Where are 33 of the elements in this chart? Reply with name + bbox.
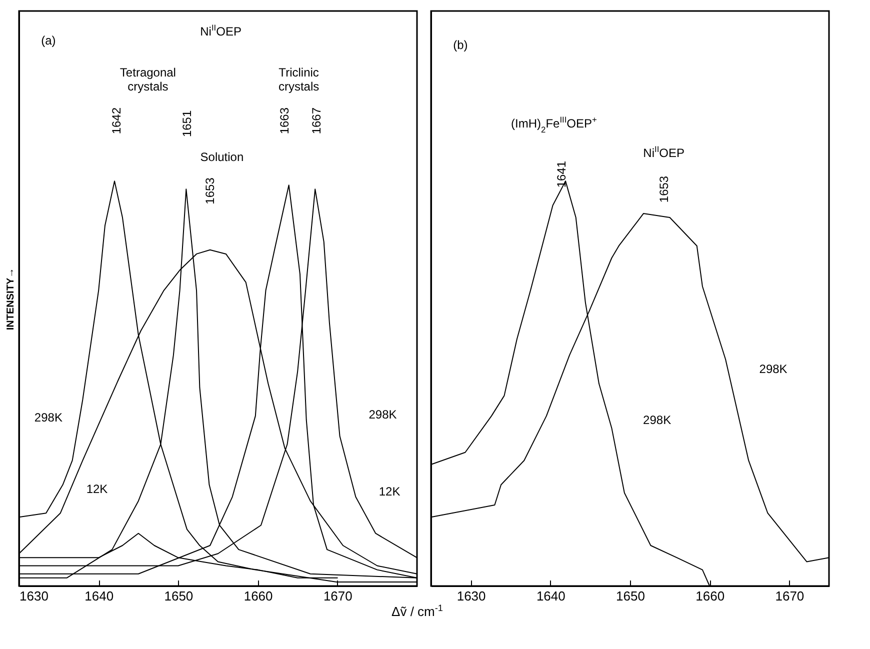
text: 1651 xyxy=(180,110,194,138)
x-tick-label: 1660 xyxy=(696,588,725,604)
x-tick-label: 1650 xyxy=(616,588,645,604)
text: 1663 xyxy=(277,107,292,134)
annotation: 1641 xyxy=(554,160,569,188)
x-tick-label: 1640 xyxy=(536,588,566,604)
text: 1667 xyxy=(310,107,324,134)
text: (b) xyxy=(453,38,468,52)
text: Triclinic crystals xyxy=(278,66,320,94)
text: Ni$^{II}$OEP xyxy=(643,144,684,160)
annotation: 298K xyxy=(34,410,62,425)
x-tick-label: 1630 xyxy=(456,588,486,604)
x-tick-label: 1640 xyxy=(84,588,114,604)
annotation: 12K xyxy=(86,482,108,496)
annotation: 298K xyxy=(759,362,788,376)
y-axis-title: INTENSITY→ xyxy=(6,268,16,330)
text: (a) xyxy=(41,33,56,48)
x-tick-label: 1630 xyxy=(20,588,48,604)
x-tick-label: 1650 xyxy=(164,588,194,604)
x-axis-title: Δṽ / cm$^{-1}$ xyxy=(392,602,443,619)
text: Solution xyxy=(200,150,244,164)
x-tick-label: 1660 xyxy=(244,588,273,604)
annotation: 298K xyxy=(643,412,672,427)
text: 1642 xyxy=(110,107,124,134)
annotation: 1653 xyxy=(203,177,218,204)
annotation: 298K xyxy=(368,408,397,422)
annotation: 12K xyxy=(378,484,400,499)
x-tick-label: 1670 xyxy=(775,588,804,604)
text: (ImH)$_{2}$Fe$^{III}$OEP$^{+}$ xyxy=(511,114,598,135)
annotation: 1653 xyxy=(656,176,671,203)
x-tick-label: 1670 xyxy=(323,588,352,604)
text: Tetragonal crystals xyxy=(120,66,176,94)
text: Ni$^{II}$OEP xyxy=(200,22,242,39)
